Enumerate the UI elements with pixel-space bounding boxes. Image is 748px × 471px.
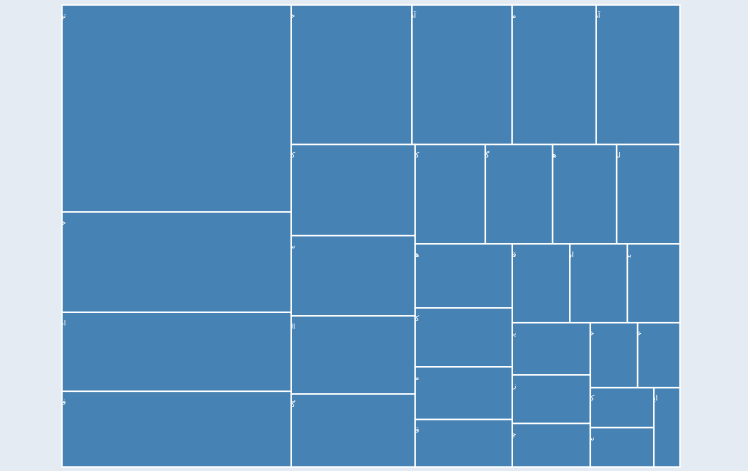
treemap-cell-label: زنجان (498, 381, 517, 390)
treemap-cell-29: کهگیلویه و بویراحمد (533, 386, 655, 429)
treemap-cell-rect (595, 4, 681, 146)
treemap-cell-rect (290, 143, 416, 237)
treemap-cell-9: کرمان (276, 143, 416, 237)
treemap-cell-label: لرستان (598, 151, 621, 160)
treemap-cell-11: البرز (280, 315, 416, 395)
treemap-cell-rect (626, 243, 681, 324)
treemap-cell-30: سمنان (574, 426, 655, 468)
treemap-cell-rect (414, 366, 513, 421)
treemap-cell-label: قم (411, 425, 420, 434)
treemap-cell-26: چهارمحال و بختیاری (454, 422, 592, 468)
treemap-cell-rect (615, 143, 681, 245)
treemap-cell-25: زنجان (498, 374, 592, 425)
treemap-cell-rect (414, 418, 513, 468)
treemap-cell-rect (589, 321, 639, 389)
treemap-cell-label: همدان (399, 250, 419, 259)
treemap-cell-rect (484, 143, 554, 245)
treemap-cell-label: کهگیلویه و بویراحمد (533, 394, 595, 403)
treemap-cell-rect (511, 374, 592, 425)
treemap-cell-label: خراسان شمالی (546, 329, 595, 338)
treemap-cell-rect (589, 426, 655, 468)
treemap-cell-rect (290, 234, 416, 317)
treemap-cell-8: آذربایجان غربی (553, 4, 681, 146)
treemap-cell-rect (61, 4, 292, 213)
treemap-cell-rect (636, 321, 681, 389)
treemap-cell-rect (414, 243, 513, 309)
treemap-cell-rect (511, 243, 571, 324)
treemap-cell-14: گلستان (467, 143, 554, 245)
treemap-cell-16: لرستان (598, 143, 681, 245)
treemap-cell-label: البرز (280, 322, 295, 331)
treemap-cell-6: آذربایجان شرقی (365, 4, 513, 146)
treemap-cell-31: ایلام (645, 386, 681, 468)
treemap-cell-label: آذربایجان غربی (553, 10, 601, 20)
treemap-cell-13: کرمانشاه (390, 143, 487, 245)
treemap-cell-label: گلستان (467, 151, 490, 160)
treemap-cell-label: بوشهر (611, 250, 632, 259)
treemap-cell-rect (569, 243, 629, 324)
treemap-cell-rect (653, 386, 681, 468)
treemap-cell-rect (290, 315, 416, 395)
treemap-cell-rect (290, 4, 413, 146)
treemap-cell-rect (411, 4, 513, 146)
treemap-cell-1: تهران (49, 4, 292, 213)
treemap-cell-rect (511, 321, 592, 376)
treemap-cell-label: ایلام (645, 394, 658, 403)
treemap-cell-19: مرکزی (397, 366, 513, 421)
treemap-cell-label: مرکزی (397, 373, 419, 382)
treemap-cell-label: کردستان (392, 314, 420, 323)
treemap-cell-label: اردبیل (555, 250, 574, 259)
treemap-cell-17: همدان (399, 243, 513, 309)
treemap-cell-24: یزد (507, 321, 592, 376)
treemap-cell-label: کرمان (276, 151, 296, 160)
treemap-cell-27: خراسان شمالی (546, 321, 639, 389)
treemap-cell-rect (61, 390, 292, 468)
treemap-cell-rect (511, 422, 592, 468)
treemap-cell-rect (61, 211, 292, 314)
treemap-cell-label: فارس (47, 397, 66, 406)
treemap-cell-label: سیستان و بلوچستان (232, 242, 296, 251)
treemap-cell-label: هرمزگان (529, 151, 557, 160)
treemap-cell-rect (511, 4, 597, 146)
treemap-cell-rect (589, 386, 655, 429)
treemap-cell-rect (290, 393, 416, 468)
treemap-cell-rect (414, 307, 513, 368)
treemap-cell-label: تهران (49, 11, 66, 20)
treemap-cell-label: سمنان (574, 434, 595, 443)
treemap-cell-label: گیلان (279, 400, 295, 409)
treemap-cell-label: خراسان رضوی (19, 218, 66, 227)
treemap-cell-label: یزد (507, 329, 517, 338)
treemap-cell-label: خوزستان (267, 11, 296, 20)
treemap-cell-label: قزوین (497, 250, 517, 259)
treemap-cell-label: چهارمحال و بختیاری (454, 429, 517, 438)
treemap-cell-4: فارس (47, 390, 292, 468)
treemap-cell-3: اصفهان (43, 311, 292, 393)
treemap-cell-label: کرمانشاه (390, 151, 419, 160)
treemap-cell-rect (551, 143, 618, 245)
treemap-cell-12: گیلان (279, 393, 416, 468)
treemap-cell-2: خراسان رضوی (19, 211, 292, 314)
treemap-cell-10: سیستان و بلوچستان (232, 234, 416, 317)
treemap-cell-23: بوشهر (611, 243, 681, 324)
treemap-cell-label: آذربایجان شرقی (365, 10, 417, 20)
treemap-cell-20: قم (411, 418, 513, 468)
treemap-cell-label: خراسان جنوبی (595, 329, 642, 338)
treemap-cell-5: خوزستان (267, 4, 413, 146)
treemap-cell-rect (414, 143, 487, 245)
treemap-cell-label: اصفهان (43, 318, 67, 327)
treemap-cell-rect (61, 311, 292, 393)
treemap-cell-label: مازندران (489, 11, 516, 20)
